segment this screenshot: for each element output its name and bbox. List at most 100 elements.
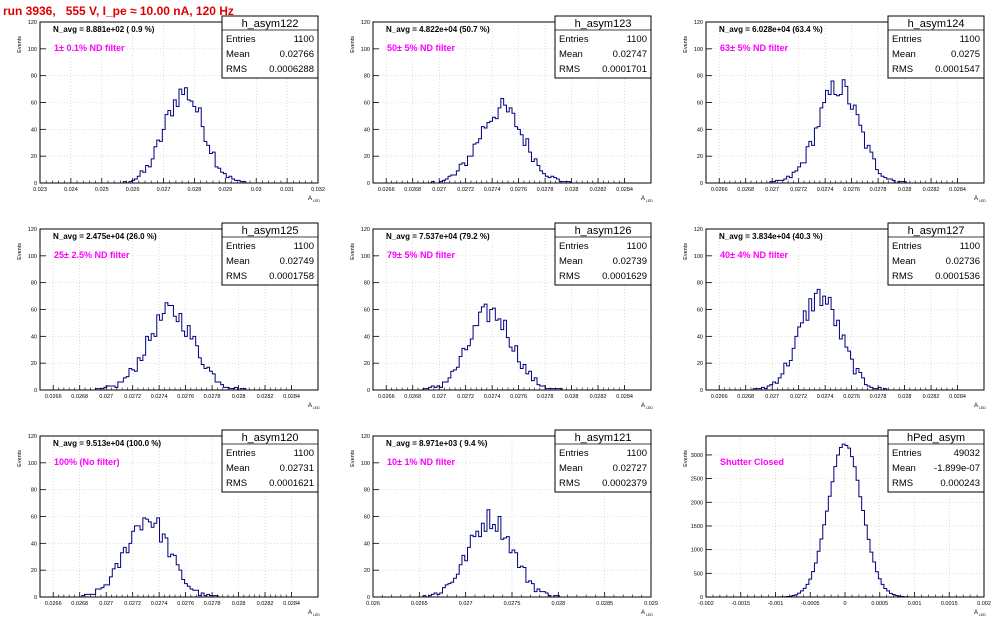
y-tick-label: 20 (31, 361, 37, 367)
navg-label: N_avg = 4.822e+04 (50.7 %) (386, 25, 490, 34)
stats-box-frame (221, 429, 319, 493)
y-tick-label: 100 (28, 47, 37, 53)
histogram-name: h_asym127 (908, 225, 965, 237)
stats-label: Entries (892, 241, 922, 252)
y-tick-label: 0 (367, 181, 370, 187)
y-tick-label: 0 (34, 181, 37, 187)
x-tick-label: 0.0278 (204, 601, 221, 607)
filter-label: Shutter Closed (720, 457, 784, 467)
stats-label: Entries (559, 34, 589, 45)
stats-label: Entries (892, 34, 922, 45)
y-axis-title: Events (17, 36, 23, 53)
stats-value: 0.02727 (613, 463, 647, 474)
stats-label: RMS (226, 271, 247, 282)
x-tick-label: 0.0272 (790, 394, 807, 400)
histogram-panel-h_asym124: 0.0266 0.0268 0.027 0.0272 0.0274 0.0276 0.027… (683, 15, 986, 203)
navg-label: N_avg = 6.028e+04 (63.4 %) (719, 25, 823, 34)
stats-value: 1100 (627, 241, 647, 252)
stats-value: 0.0002379 (602, 478, 647, 489)
y-tick-label: 20 (364, 154, 370, 160)
x-tick-label: 0.0282 (590, 394, 607, 400)
x-tick-label: -0.002 (698, 601, 714, 607)
histogram-panel-h_asym125: 0.0266 0.0268 0.027 0.0272 0.0274 0.0276 0.027… (17, 222, 320, 410)
histogram-panel-h_asym120: 0.0266 0.0268 0.027 0.0272 0.0274 0.0276 0.027… (17, 429, 320, 617)
y-tick-label: 0 (34, 388, 37, 394)
y-tick-label: 20 (31, 154, 37, 160)
y-tick-label: 60 (697, 308, 703, 314)
x-axis-subscript: LED (979, 613, 986, 617)
x-tick-label: 0.027 (432, 394, 446, 400)
x-tick-label: 0.0274 (817, 187, 834, 193)
stats-label: Entries (559, 241, 589, 252)
x-axis-subscript: LED (979, 199, 986, 203)
y-tick-label: 80 (31, 281, 37, 287)
stats-box-frame (887, 15, 985, 79)
stats-value: 0.0001629 (602, 271, 647, 282)
x-tick-label: 0.0268 (404, 394, 421, 400)
y-tick-label: 60 (697, 101, 703, 107)
stats-box-frame (221, 15, 319, 79)
filter-label: 100% (No filter) (54, 457, 120, 467)
x-tick-label: 0.027 (459, 601, 473, 607)
stats-value: 1100 (627, 34, 647, 45)
stats-value: 0.0001536 (935, 271, 980, 282)
stats-label: Mean (559, 463, 583, 474)
navg-label: N_avg = 7.537e+04 (79.2 %) (386, 232, 490, 241)
x-tick-label: 0.0266 (45, 601, 62, 607)
x-axis-title: A (974, 403, 978, 409)
stats-label: RMS (226, 64, 247, 75)
histogram-name: h_asym124 (908, 18, 965, 30)
filter-label: 63± 5% ND filter (720, 43, 788, 53)
x-tick-label: 0 (843, 601, 846, 607)
x-tick-label: 0.0272 (457, 187, 474, 193)
x-tick-label: 0.0266 (711, 187, 728, 193)
stats-value: 0.02739 (613, 256, 647, 267)
y-tick-label: 60 (364, 308, 370, 314)
stats-value: 0.0001547 (935, 64, 980, 75)
stats-value: 0.02749 (280, 256, 314, 267)
histogram-panel-h_asym121: 0.026 0.0265 0.027 0.0275 0.028 0.0285 0.029 0 2… (350, 429, 658, 617)
y-tick-label: 500 (694, 571, 703, 577)
filter-label: 25± 2.5% ND filter (54, 250, 130, 260)
y-tick-label: 40 (364, 334, 370, 340)
stats-label: Mean (892, 463, 916, 474)
x-axis-subscript: LED (646, 199, 653, 203)
y-tick-label: 0 (700, 181, 703, 187)
navg-label: N_avg = 2.475e+04 (26.0 %) (53, 232, 157, 241)
y-tick-label: 40 (697, 127, 703, 133)
x-tick-label: 0.023 (33, 187, 47, 193)
x-tick-label: 0.027 (157, 187, 171, 193)
y-axis-title: Events (17, 243, 23, 260)
y-tick-label: 40 (364, 127, 370, 133)
histogram-panel-h_asym123: 0.0266 0.0268 0.027 0.0272 0.0274 0.0276 0.027… (350, 15, 653, 203)
y-axis-title: Events (683, 450, 689, 467)
stats-label: Entries (226, 34, 256, 45)
x-axis-subscript: LED (979, 406, 986, 410)
histogram-name: h_asym122 (242, 18, 299, 30)
x-axis-subscript: LED (313, 613, 320, 617)
stats-box-frame (887, 429, 985, 493)
y-tick-label: 40 (31, 541, 37, 547)
x-tick-label: 0.024 (64, 187, 78, 193)
stats-value: 0.0001758 (269, 271, 314, 282)
stats-label: RMS (559, 271, 580, 282)
x-axis-title: A (308, 196, 312, 202)
y-tick-label: 120 (28, 20, 37, 26)
stats-label: Mean (226, 49, 250, 60)
y-tick-label: 100 (361, 461, 370, 467)
y-tick-label: 40 (697, 334, 703, 340)
x-tick-label: 0.0282 (257, 394, 274, 400)
x-tick-label: -0.0015 (731, 601, 750, 607)
x-tick-label: 0.002 (977, 601, 991, 607)
histogram-panel-h_asym127: 0.0266 0.0268 0.027 0.0272 0.0274 0.0276 0.027… (683, 222, 986, 410)
x-tick-label: -0.0005 (801, 601, 820, 607)
stats-value: 1100 (294, 34, 314, 45)
x-tick-label: 0.0284 (283, 394, 300, 400)
x-tick-label: 0.0285 (596, 601, 613, 607)
y-tick-label: 1000 (691, 548, 703, 554)
y-tick-label: 120 (361, 20, 370, 26)
x-tick-label: 0.029 (218, 187, 232, 193)
stats-value: 1100 (294, 448, 314, 459)
y-tick-label: 80 (364, 488, 370, 494)
stats-value: 0.0275 (951, 49, 980, 60)
